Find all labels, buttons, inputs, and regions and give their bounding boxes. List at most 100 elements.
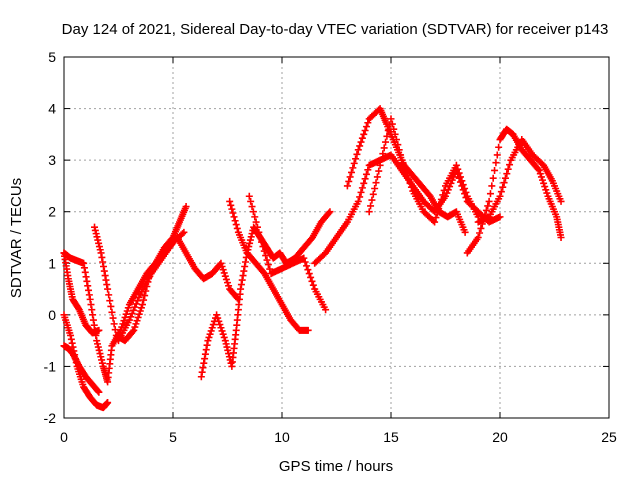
data-point-trail	[489, 174, 497, 182]
data-point	[535, 166, 543, 174]
data-point-trail	[135, 293, 143, 301]
data-point-trail	[128, 310, 136, 318]
data-point-trail	[122, 310, 130, 318]
x-tick-label: 20	[492, 429, 508, 445]
series-track-d	[60, 249, 103, 337]
series-track-f	[115, 228, 188, 345]
data-point-trail	[360, 179, 368, 187]
data-point-trail	[83, 277, 91, 285]
data-point-trail	[461, 185, 469, 193]
data-point	[326, 208, 334, 216]
data-point	[354, 146, 362, 154]
data-point-trail	[222, 275, 230, 283]
data-point-trail	[92, 230, 100, 238]
data-point-trail	[100, 263, 108, 271]
data-point-trail	[85, 286, 93, 294]
data-point-trail	[539, 176, 547, 184]
data-point-trail	[107, 302, 115, 310]
data-point-trail	[89, 311, 97, 319]
series-track-a	[60, 203, 190, 386]
data-point-trail	[367, 202, 375, 210]
x-axis-label: GPS time / hours	[279, 458, 393, 475]
data-point-trail	[368, 196, 376, 204]
data-point-trail	[84, 282, 92, 290]
data-point-trail	[108, 308, 116, 316]
data-point-trail	[124, 304, 132, 312]
data-point-trail	[504, 165, 512, 173]
data-point-trail	[94, 340, 102, 348]
data-point-trail	[353, 150, 361, 158]
data-point	[130, 326, 138, 334]
data-point-trail	[131, 303, 139, 311]
data-point	[245, 192, 253, 200]
data-point-trail	[201, 350, 209, 358]
data-point	[343, 182, 351, 190]
data-point-trail	[221, 272, 229, 280]
data-point-trail	[224, 346, 232, 354]
data-point-trail	[229, 209, 237, 217]
data-point-trail	[230, 213, 238, 221]
data-point-trail	[198, 368, 206, 376]
data-point-trail	[90, 321, 98, 329]
data-point-trail	[492, 159, 500, 167]
data-point	[557, 197, 565, 205]
data-point-trail	[109, 314, 117, 322]
data-point-trail	[94, 343, 102, 351]
data-point-trail	[237, 281, 245, 289]
plot-frame	[63, 56, 610, 419]
x-tick-label: 25	[601, 429, 617, 445]
data-point-trail	[93, 233, 101, 241]
data-point	[485, 197, 493, 205]
series-track-l	[365, 115, 482, 226]
data-point-trail	[357, 138, 365, 146]
data-point-trail	[129, 328, 137, 336]
data-point-trail	[401, 164, 409, 172]
data-point-trail	[111, 326, 119, 334]
data-point-trail	[476, 229, 484, 237]
data-point-trail	[100, 267, 108, 275]
data-point-trail	[238, 276, 246, 284]
data-point-trail	[542, 186, 550, 194]
data-point-trail	[379, 150, 387, 158]
data-point	[226, 197, 234, 205]
data-point-trail	[501, 174, 509, 182]
data-point-trail	[356, 193, 364, 201]
data-point	[354, 197, 362, 205]
data-point-trail	[248, 203, 256, 211]
data-point-trail	[506, 161, 514, 169]
data-point-trail	[541, 183, 549, 191]
data-point-trail	[435, 204, 443, 212]
data-point-trail	[486, 190, 494, 198]
data-point-trail	[258, 238, 266, 246]
data-point-trail	[233, 224, 241, 232]
data-point-trail	[534, 165, 542, 173]
data-point-trail	[361, 126, 369, 134]
data-point-trail	[497, 188, 505, 196]
data-point	[125, 316, 133, 324]
data-point-trail	[304, 266, 312, 274]
data-point-trail	[215, 317, 223, 325]
data-point-trail	[207, 327, 215, 335]
data-point-trail	[231, 217, 239, 225]
data-point-trail	[132, 320, 140, 328]
data-point-trail	[201, 355, 209, 363]
data-point-trail	[203, 341, 211, 349]
data-point-trail	[67, 335, 75, 343]
data-point-trail	[241, 258, 249, 266]
data-point-trail	[200, 359, 208, 367]
data-point-trail	[462, 188, 470, 196]
data-point-trail	[433, 209, 441, 217]
data-point-trail	[94, 236, 102, 244]
data-point	[496, 213, 504, 221]
y-tick-label: -1	[44, 358, 57, 374]
data-point	[300, 254, 308, 262]
data-point-trail	[214, 314, 222, 322]
data-point-trail	[403, 172, 411, 180]
data-point-trail	[95, 346, 103, 354]
data-point-trail	[255, 228, 263, 236]
data-point-trail	[307, 273, 315, 281]
data-point	[256, 234, 264, 241]
data-point	[398, 156, 406, 164]
data-point-trail	[208, 324, 216, 332]
